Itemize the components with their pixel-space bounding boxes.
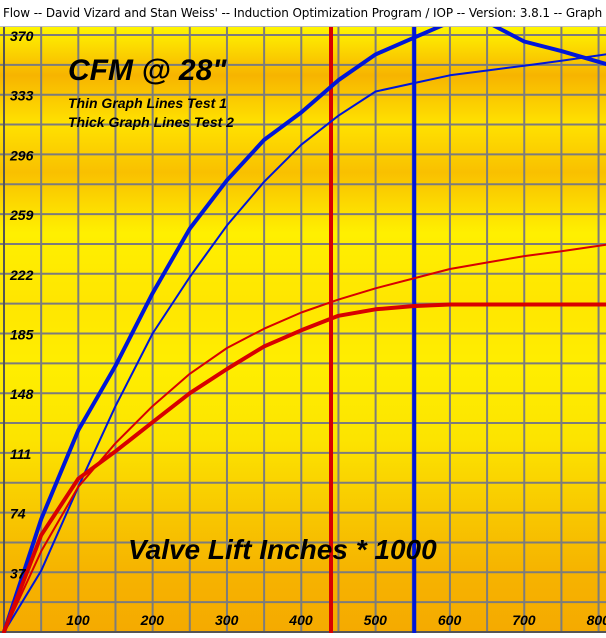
y-tick-label: 185 bbox=[10, 327, 34, 343]
x-tick-label: 100 bbox=[66, 612, 90, 628]
y-tick-label: 148 bbox=[10, 386, 34, 402]
x-tick-label: 400 bbox=[288, 612, 313, 628]
series-line-red-thick bbox=[2, 302, 606, 634]
legend-entry-thick: Thick Graph Lines Test 2 bbox=[68, 114, 234, 130]
chart-title: CFM @ 28" bbox=[68, 54, 227, 87]
x-tick-label: 600 bbox=[438, 612, 462, 628]
y-tick-label: 37 bbox=[10, 565, 27, 581]
x-tick-label: 800 bbox=[587, 612, 606, 628]
x-tick-label: 500 bbox=[364, 612, 388, 628]
window-title: Flow -- David Vizard and Stan Weiss' -- … bbox=[3, 6, 606, 20]
y-tick-label: 74 bbox=[10, 506, 26, 522]
y-tick-label: 259 bbox=[9, 207, 34, 223]
x-tick-label: 300 bbox=[215, 612, 239, 628]
chart-svg: 37 74 111 148 185 222 259 296 333 370 100 200 300 400… bbox=[0, 13, 606, 634]
series-line-blue-thin bbox=[3, 53, 606, 633]
x-tick-label: 700 bbox=[512, 612, 536, 628]
vertical-markers bbox=[329, 27, 417, 633]
legend-entry-thin: Thin Graph Lines Test 1 bbox=[68, 95, 227, 111]
y-tick-label: 111 bbox=[10, 446, 31, 462]
x-tick-label: 200 bbox=[140, 612, 165, 628]
x-axis-title: Valve Lift Inches * 1000 bbox=[128, 534, 437, 565]
y-tick-label: 222 bbox=[9, 267, 34, 283]
tick-labels: 37 74 111 148 185 222 259 296 333 370 100 200 300 400… bbox=[9, 28, 606, 628]
window-titlebar[interactable]: Flow -- David Vizard and Stan Weiss' -- … bbox=[0, 0, 606, 27]
flow-chart: 37 74 111 148 185 222 259 296 333 370 100 200 300 400… bbox=[0, 13, 606, 634]
series-line-red-thin bbox=[3, 243, 606, 633]
y-tick-label: 370 bbox=[10, 28, 34, 44]
y-tick-label: 296 bbox=[9, 147, 34, 163]
y-tick-label: 333 bbox=[10, 88, 34, 104]
